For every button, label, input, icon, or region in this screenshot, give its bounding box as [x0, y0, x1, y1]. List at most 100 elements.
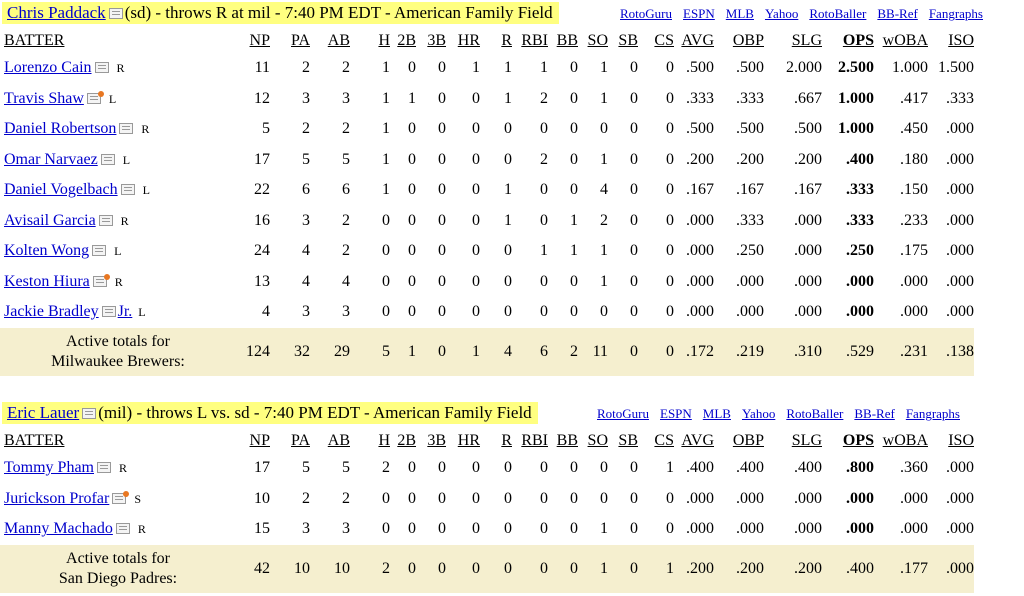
- stat-2b: 0: [408, 489, 416, 507]
- link-yahoo[interactable]: Yahoo: [741, 406, 776, 421]
- link-bb-ref[interactable]: BB-Ref: [877, 6, 918, 21]
- col-header-avg[interactable]: AVG: [681, 31, 714, 49]
- notes-icon[interactable]: [82, 408, 97, 419]
- batter-name-link[interactable]: Omar Narvaez: [4, 150, 98, 168]
- col-header-h[interactable]: H: [378, 31, 390, 49]
- col-header-r[interactable]: R: [501, 31, 512, 49]
- link-mlb[interactable]: MLB: [702, 406, 731, 421]
- total-ab: 10: [310, 544, 350, 593]
- link-espn[interactable]: ESPN: [683, 6, 715, 21]
- stat-r: 1: [504, 181, 512, 199]
- link-fangraphs[interactable]: Fangraphs: [905, 406, 960, 421]
- col-header-2b[interactable]: 2B: [397, 431, 416, 449]
- batter-name-link[interactable]: Jurickson Profar: [4, 489, 110, 507]
- col-header-obp[interactable]: OBP: [732, 31, 764, 49]
- col-header-obp[interactable]: OBP: [732, 431, 764, 449]
- col-header-cs[interactable]: CS: [654, 31, 674, 49]
- pitcher-name-link[interactable]: Eric Lauer: [7, 403, 80, 422]
- link-rotoguru[interactable]: RotoGuru: [597, 406, 649, 421]
- col-header-ab[interactable]: AB: [327, 431, 350, 449]
- link-espn[interactable]: ESPN: [660, 406, 692, 421]
- stat-hr: 0: [472, 489, 480, 507]
- col-header-bb[interactable]: BB: [556, 31, 578, 49]
- total-avg: .200: [674, 544, 714, 593]
- stat-ops: .000: [846, 520, 874, 538]
- col-header-cs[interactable]: CS: [654, 431, 674, 449]
- stat-2b: 0: [408, 181, 416, 199]
- col-header-sb[interactable]: SB: [618, 31, 638, 49]
- notes-icon[interactable]: [119, 123, 134, 135]
- col-header-iso[interactable]: ISO: [948, 31, 974, 49]
- col-header-ops[interactable]: OPS: [842, 431, 874, 449]
- col-header-hr[interactable]: HR: [457, 431, 480, 449]
- notes-icon[interactable]: [98, 214, 113, 226]
- col-header-2b[interactable]: 2B: [397, 31, 416, 49]
- col-header-woba[interactable]: wOBA: [882, 31, 928, 49]
- table-row: Lorenzo Cain R 11 2 2 1 0 0 1 1 1 0 1 0 0.500.500 2.000…: [0, 53, 974, 84]
- hot-notes-icon[interactable]: [92, 273, 110, 287]
- stat-pa: 5: [302, 459, 310, 477]
- col-header-rbi[interactable]: RBI: [521, 431, 548, 449]
- col-header-woba[interactable]: wOBA: [882, 431, 928, 449]
- stat-cs: 0: [666, 272, 674, 290]
- batter-name-link[interactable]: Jackie Bradley: [4, 303, 99, 321]
- notes-icon[interactable]: [94, 62, 109, 74]
- col-header-3b[interactable]: 3B: [427, 431, 446, 449]
- total-pa: 32: [270, 327, 310, 376]
- batter-name-link[interactable]: Tommy Pham: [4, 459, 94, 477]
- link-rotoballer[interactable]: RotoBaller: [786, 406, 844, 421]
- link-mlb[interactable]: MLB: [725, 6, 754, 21]
- link-yahoo[interactable]: Yahoo: [764, 6, 799, 21]
- col-header-np[interactable]: NP: [249, 31, 270, 49]
- notes-icon[interactable]: [101, 306, 116, 318]
- col-header-slg[interactable]: SLG: [791, 31, 822, 49]
- notes-icon[interactable]: [97, 462, 111, 474]
- batter-name-link[interactable]: Lorenzo Cain: [4, 59, 92, 77]
- stat-rbi: 0: [540, 459, 548, 477]
- col-header-pa[interactable]: PA: [291, 31, 310, 49]
- batter-name-link[interactable]: Manny Machado: [4, 520, 113, 538]
- hot-notes-icon[interactable]: [86, 90, 104, 104]
- link-fangraphs[interactable]: Fangraphs: [928, 6, 983, 21]
- col-header-hr[interactable]: HR: [457, 31, 480, 49]
- table-row: Avisail Garcia R 16 3 2 0 0 0 0 1 0 1 2 0 0.000.333.00…: [0, 206, 974, 237]
- col-header-avg[interactable]: AVG: [681, 431, 714, 449]
- batter-name-link[interactable]: Kolten Wong: [4, 242, 90, 260]
- link-bb-ref[interactable]: BB-Ref: [854, 406, 895, 421]
- col-header-bb[interactable]: BB: [556, 431, 578, 449]
- notes-icon[interactable]: [100, 153, 115, 165]
- batter-name-link[interactable]: Travis Shaw: [4, 89, 84, 107]
- col-header-iso[interactable]: ISO: [948, 431, 974, 449]
- batter-name-link[interactable]: Daniel Vogelbach: [4, 181, 118, 199]
- col-header-slg[interactable]: SLG: [791, 431, 822, 449]
- link-rotoballer[interactable]: RotoBaller: [809, 6, 867, 21]
- pitcher-name-link[interactable]: Chris Paddack: [7, 3, 106, 22]
- batter-name-link[interactable]: Avisail Garcia: [4, 211, 96, 229]
- col-header-batter[interactable]: BATTER: [4, 431, 65, 449]
- notes-icon[interactable]: [108, 8, 123, 19]
- notes-icon[interactable]: [92, 245, 107, 257]
- col-header-h[interactable]: H: [378, 431, 390, 449]
- hot-notes-icon[interactable]: [112, 490, 130, 504]
- col-header-r[interactable]: R: [501, 431, 512, 449]
- link-rotoguru[interactable]: RotoGuru: [620, 6, 672, 21]
- stat-3b: 0: [438, 89, 446, 107]
- batter-name-link[interactable]: Keston Hiura: [4, 272, 90, 290]
- col-header-3b[interactable]: 3B: [427, 31, 446, 49]
- stat-so: 1: [600, 272, 608, 290]
- notes-icon[interactable]: [120, 184, 135, 196]
- col-header-ab[interactable]: AB: [327, 31, 350, 49]
- batter-name-link[interactable]: Daniel Robertson: [4, 120, 117, 138]
- col-header-batter[interactable]: BATTER: [4, 31, 65, 49]
- batter-name-suffix-link[interactable]: Jr.: [117, 303, 133, 321]
- total-ops: .529: [822, 327, 874, 376]
- notes-icon[interactable]: [115, 523, 130, 535]
- stat-rbi: 0: [540, 181, 548, 199]
- col-header-so[interactable]: SO: [587, 431, 608, 449]
- col-header-sb[interactable]: SB: [618, 431, 638, 449]
- col-header-so[interactable]: SO: [587, 31, 608, 49]
- col-header-pa[interactable]: PA: [291, 431, 310, 449]
- col-header-np[interactable]: NP: [249, 431, 270, 449]
- col-header-ops[interactable]: OPS: [842, 31, 874, 49]
- col-header-rbi[interactable]: RBI: [521, 31, 548, 49]
